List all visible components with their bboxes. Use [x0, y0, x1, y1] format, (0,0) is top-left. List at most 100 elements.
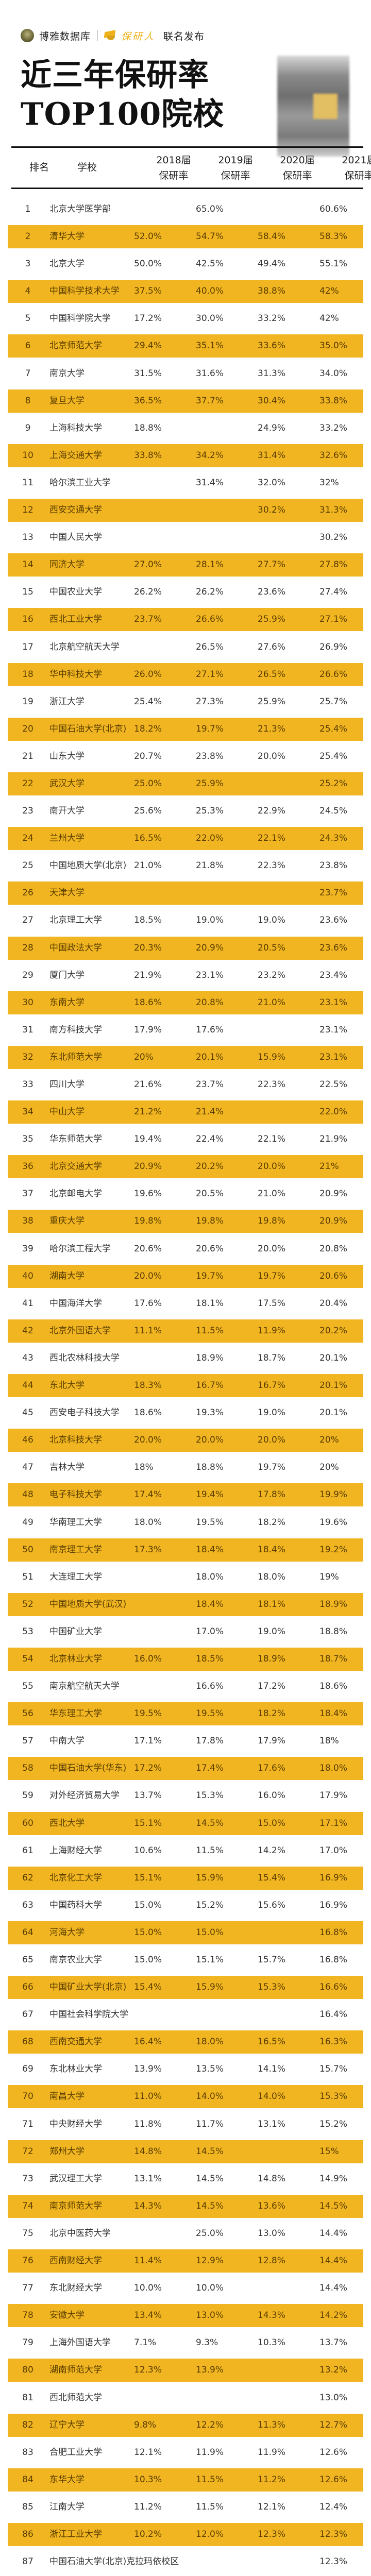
table-row: 75 北京中医药大学 25.0% 13.0% 14.4% — [0, 2220, 371, 2247]
rate-2020-cell: 22.1% — [258, 1134, 286, 1145]
rate-2019-cell: 15.9% — [196, 1872, 224, 1883]
rate-2019-cell: 11.9% — [196, 2447, 224, 2458]
rate-2019-cell: 14.5% — [196, 2173, 224, 2184]
rank-cell: 67 — [22, 2009, 33, 2020]
rate-2020-cell: 18.2% — [258, 1517, 286, 1528]
rank-cell: 3 — [25, 259, 31, 269]
rank-cell: 43 — [22, 1352, 33, 1363]
rate-2020-cell: 11.9% — [258, 1325, 286, 1336]
rate-2020-cell: 10.3% — [258, 2337, 286, 2348]
rate-2020-cell: 13.1% — [258, 2119, 286, 2129]
rate-2021-cell: 15.3% — [319, 2091, 348, 2102]
rate-2020-cell: 20.0% — [258, 1243, 286, 1254]
table-row: 37 北京邮电大学 19.6% 20.5% 21.0% 20.9% — [0, 1180, 371, 1208]
rate-2021-cell: 12.3% — [319, 2556, 348, 2567]
rank-cell: 11 — [22, 477, 33, 488]
row-highlight — [8, 1811, 363, 1835]
table-row: 39 哈尔滨工程大学 20.6% 20.6% 20.0% 20.8% — [0, 1235, 371, 1263]
rate-2018-cell: 13.4% — [134, 2310, 162, 2321]
row-highlight — [8, 1538, 363, 1562]
rate-2020-cell: 17.8% — [258, 1489, 286, 1500]
table-row: 47 吉林大学 18% 18.8% 19.7% 20% — [0, 1454, 371, 1481]
rate-2018-cell: 12.1% — [134, 2447, 162, 2458]
rate-2018-cell: 17.6% — [134, 1298, 162, 1309]
table-row: 64 河海大学 15.0% 15.0% 16.8% — [0, 1919, 371, 1946]
rate-2019-cell: 11.5% — [196, 1325, 224, 1336]
rate-2020-cell: 11.2% — [258, 2474, 286, 2485]
table-row: 73 武汉理工大学 13.1% 14.5% 14.8% 14.9% — [0, 2165, 371, 2193]
table-row: 46 北京科技大学 20.0% 20.0% 20.0% 20% — [0, 1427, 371, 1454]
school-cell: 中国石油大学(北京) — [49, 723, 127, 734]
rate-2018-cell: 14.3% — [134, 2200, 162, 2211]
row-highlight — [8, 882, 363, 905]
rate-2019-cell: 27.3% — [196, 696, 224, 707]
rate-2021-cell: 60.6% — [319, 204, 348, 214]
school-cell: 东华大学 — [49, 2474, 85, 2485]
school-cell: 中国政法大学 — [49, 942, 102, 953]
rate-2020-cell: 31.3% — [258, 368, 286, 379]
rate-2020-cell: 13.0% — [258, 2228, 286, 2239]
rate-2019-cell: 65.0% — [196, 204, 224, 214]
table-row: 54 北京林业大学 16.0% 18.5% 18.9% 18.7% — [0, 1646, 371, 1673]
table-row: 67 中国社会科学院大学 16.4% — [0, 2001, 371, 2028]
rate-2020-cell: 19.8% — [258, 1216, 286, 1227]
rank-cell: 80 — [22, 2365, 33, 2376]
school-cell: 浙江大学 — [49, 696, 85, 707]
rate-2018-cell: 17.3% — [134, 1544, 162, 1555]
school-cell: 中国药科大学 — [49, 1900, 102, 1910]
school-cell: 南京大学 — [49, 368, 85, 379]
table-row: 70 南昌大学 11.0% 14.0% 14.0% 15.3% — [0, 2083, 371, 2110]
rate-2020-cell: 15.0% — [258, 1818, 286, 1828]
rate-2018-cell: 20% — [134, 1052, 154, 1062]
rate-2020-cell: 58.4% — [258, 231, 286, 242]
rate-2020-cell: 23.6% — [258, 587, 286, 598]
school-cell: 西北工业大学 — [49, 614, 102, 625]
rate-2021-cell: 15.7% — [319, 2064, 348, 2075]
rate-2018-cell: 29.4% — [134, 341, 162, 351]
rate-2018-cell: 18.0% — [134, 1517, 162, 1528]
rate-2021-cell: 12.1% — [319, 2575, 371, 2576]
rate-2020-cell: 30.4% — [258, 395, 286, 406]
row-highlight — [8, 1592, 363, 1616]
rate-2021-cell: 25.4% — [319, 723, 348, 734]
rate-2019-cell: 54.7% — [196, 231, 224, 242]
rank-cell: 79 — [22, 2337, 33, 2348]
rank-cell: 69 — [22, 2064, 33, 2075]
table-row: 72 郑州大学 14.8% 14.5% 15% — [0, 2138, 371, 2165]
rate-2019-cell: 11.5% — [196, 2501, 224, 2512]
rate-2020-cell: 21.3% — [258, 723, 286, 734]
table-row: 68 西南交通大学 16.4% 18.0% 16.5% 16.3% — [0, 2028, 371, 2056]
table-row: 22 武汉大学 25.0% 25.9% 25.2% — [0, 770, 371, 798]
rate-2021-cell: 23.8% — [319, 860, 348, 871]
rate-2018-cell: 21.6% — [134, 1079, 162, 1090]
table-row: 41 中国海洋大学 17.6% 18.1% 17.5% 20.4% — [0, 1290, 371, 1317]
school-cell: 北京科技大学 — [49, 1435, 102, 1446]
rate-2021-cell: 20.1% — [319, 1352, 348, 1363]
table-row: 60 西北大学 15.1% 14.5% 15.0% 17.1% — [0, 1810, 371, 1837]
school-cell: 华中科技大学 — [49, 669, 102, 680]
table-row: 52 中国地质大学(武汉) 18.4% 18.1% 18.9% — [0, 1591, 371, 1618]
row-highlight — [8, 1483, 363, 1507]
rank-cell: 27 — [22, 915, 33, 926]
table-row: 18 华中科技大学 26.0% 27.1% 26.5% 26.6% — [0, 661, 371, 688]
rate-2018-cell: 10.6% — [134, 2575, 201, 2576]
table-row: 53 中国矿业大学 17.0% 19.0% 18.8% — [0, 1618, 371, 1646]
rank-cell: 18 — [22, 669, 33, 680]
school-cell: 浙江工业大学 — [49, 2529, 102, 2539]
rate-2019-cell: 26.2% — [196, 587, 224, 598]
school-cell: 北京中医药大学 — [49, 2228, 111, 2239]
school-cell: 北京航空航天大学 — [49, 641, 120, 652]
school-cell: 四川大学 — [49, 1079, 85, 1090]
rate-2019-cell: 19.7% — [196, 1270, 224, 1281]
rate-2018-cell: 50.0% — [134, 259, 162, 269]
school-cell: 武汉理工大学 — [49, 2173, 102, 2184]
rate-2020-cell: 19.0% — [258, 1408, 286, 1418]
school-cell: 上海科技大学 — [49, 422, 102, 433]
publisher-header: 博雅数据库 保研人 联名发布 — [21, 27, 205, 44]
school-cell: 北京林业大学 — [49, 1653, 102, 1664]
rate-2019-cell: 20.9% — [196, 942, 224, 953]
rate-2021-cell: 55.1% — [319, 259, 348, 269]
table-row: 14 同济大学 27.0% 28.1% 27.7% 27.8% — [0, 551, 371, 579]
rate-2018-cell: 18% — [134, 1462, 154, 1473]
rate-2018-cell: 16.0% — [134, 1653, 162, 1664]
